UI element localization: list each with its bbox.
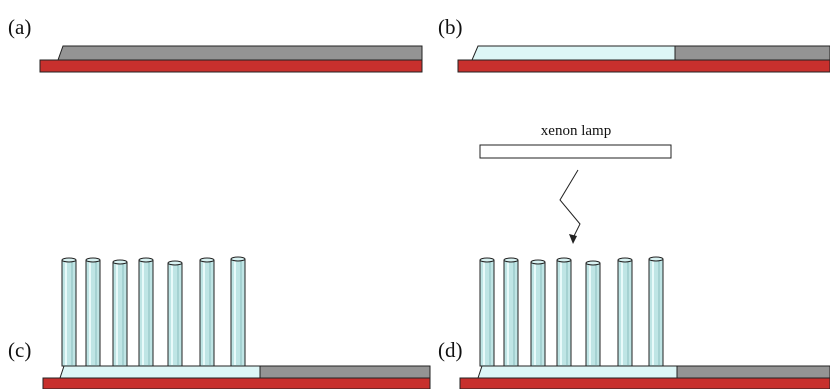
nanorod — [167, 260, 183, 367]
metal-layer — [259, 365, 431, 379]
light-arrow — [559, 169, 581, 244]
panel-d-label: (d) — [438, 338, 463, 362]
panel-c: (c) — [8, 256, 431, 389]
nanorod — [503, 257, 519, 367]
substrate — [39, 59, 423, 73]
substrate — [459, 377, 830, 389]
nanorod-array — [479, 256, 664, 367]
metal-layer — [57, 45, 423, 61]
panel-c-label: (c) — [8, 338, 31, 362]
nanorod — [648, 256, 664, 367]
seed-layer — [471, 45, 676, 61]
nanorod — [556, 257, 572, 367]
nanorod — [85, 257, 101, 367]
xenon-lamp — [479, 144, 672, 159]
seed-layer — [477, 365, 678, 379]
panel-a-label: (a) — [8, 15, 31, 39]
substrate — [42, 377, 431, 389]
nanorod — [112, 259, 128, 367]
panel-d: (d) xenon lamp — [438, 123, 830, 389]
nanorod — [617, 257, 633, 367]
metal-layer — [676, 365, 830, 379]
nanorod — [479, 257, 495, 367]
nanorod — [230, 256, 246, 367]
seed-layer — [59, 365, 261, 379]
nanorod — [199, 257, 215, 367]
panel-a: (a) — [8, 15, 423, 73]
nanorod-array — [61, 256, 246, 367]
nanorod — [585, 260, 601, 367]
substrate — [457, 59, 830, 73]
metal-layer — [674, 45, 830, 61]
panel-b-label: (b) — [438, 15, 463, 39]
xenon-lamp-label: xenon lamp — [541, 123, 611, 139]
nanorod — [138, 257, 154, 367]
panel-b: (b) — [438, 15, 830, 73]
nanorod — [61, 257, 77, 367]
nanorod — [530, 259, 546, 367]
